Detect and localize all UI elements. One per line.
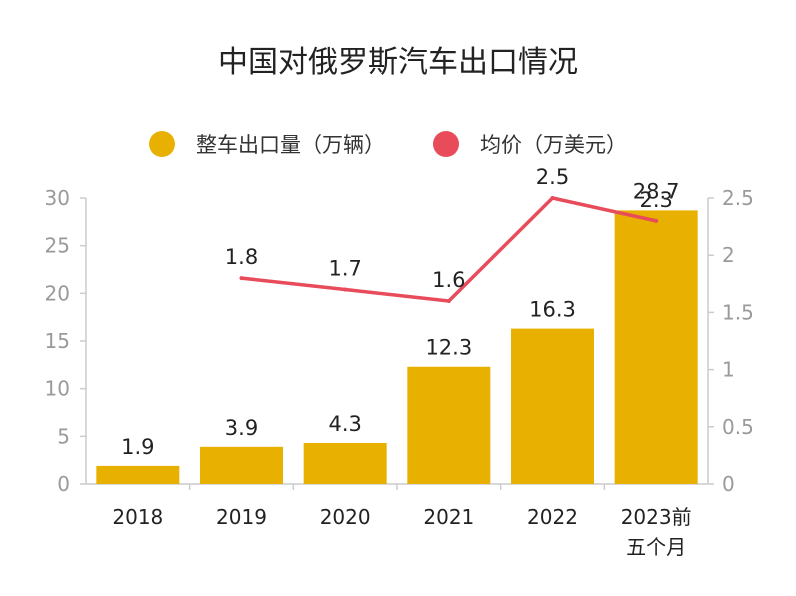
legend-bar-label: 整车出口量（万辆） bbox=[196, 133, 385, 157]
x-tick-label: 2019 bbox=[216, 505, 267, 529]
price-line-segment bbox=[447, 196, 555, 303]
bar bbox=[303, 443, 387, 484]
x-tick-label: 2022 bbox=[527, 505, 578, 529]
legend-line-label: 均价（万美元） bbox=[480, 133, 627, 157]
price-point bbox=[446, 298, 451, 303]
left-tick-label: 15 bbox=[45, 329, 70, 353]
legend-line-marker bbox=[433, 131, 459, 157]
bar-value-label: 12.3 bbox=[425, 336, 472, 360]
right-tick-label: 1.5 bbox=[722, 300, 754, 324]
legend: 整车出口量（万辆） 均价（万美元） bbox=[149, 131, 627, 157]
chart-title: 中国对俄罗斯汽车出口情况 bbox=[218, 45, 578, 80]
price-value-label: 2.5 bbox=[536, 165, 569, 189]
right-tick-label: 2 bbox=[722, 243, 735, 267]
bar-labels: 1.9 3.9 4.3 12.3 16.3 28.7 bbox=[121, 179, 679, 458]
bar-value-label: 16.3 bbox=[529, 298, 576, 322]
bar bbox=[614, 210, 698, 485]
right-tick-label: 2.5 bbox=[722, 186, 754, 210]
bars bbox=[96, 210, 698, 485]
axes: 0 5 10 15 20 25 30 0 0.5 1 1.5 2 2.5 bbox=[45, 186, 754, 496]
x-tick-label: 2020 bbox=[320, 505, 371, 529]
price-line-segment bbox=[239, 276, 347, 292]
x-axis-ticks: 2018 2019 2020 2021 2022 2023前五个月 bbox=[112, 505, 691, 559]
price-line-layer bbox=[239, 196, 659, 303]
price-value-label: 1.6 bbox=[432, 268, 465, 292]
line-labels: 1.8 1.7 1.6 2.5 2.3 bbox=[225, 165, 673, 292]
bar-value-label: 4.3 bbox=[328, 412, 361, 436]
price-line-segment bbox=[343, 287, 451, 303]
left-tick-label: 0 bbox=[57, 472, 70, 496]
x-tick-label: 2023前五个月 bbox=[621, 505, 692, 559]
bar-value-label: 28.7 bbox=[633, 179, 680, 203]
bar bbox=[511, 328, 594, 484]
price-point bbox=[550, 196, 555, 200]
price-line-segment bbox=[550, 196, 658, 223]
left-tick-label: 10 bbox=[45, 377, 70, 401]
right-tick-label: 0.5 bbox=[722, 415, 754, 439]
x-tick-label: 2018 bbox=[112, 505, 163, 529]
bar bbox=[407, 366, 491, 484]
price-value-label: 2.3 bbox=[639, 188, 672, 212]
left-tick-label: 25 bbox=[45, 234, 70, 258]
price-point bbox=[343, 287, 348, 292]
x-tick-label: 2021 bbox=[423, 505, 474, 529]
right-tick-label: 1 bbox=[722, 358, 735, 382]
bar-value-label: 3.9 bbox=[225, 416, 258, 440]
left-tick-label: 20 bbox=[45, 281, 70, 305]
price-point bbox=[654, 218, 659, 223]
price-value-label: 1.7 bbox=[328, 257, 361, 281]
price-point bbox=[239, 276, 244, 281]
bar-value-label: 1.9 bbox=[121, 435, 154, 459]
bar bbox=[200, 446, 283, 484]
left-tick-label: 30 bbox=[45, 186, 70, 210]
right-tick-label: 0 bbox=[722, 472, 735, 496]
price-value-label: 1.8 bbox=[225, 245, 258, 269]
legend-bar-marker bbox=[149, 131, 175, 157]
left-tick-label: 5 bbox=[57, 424, 70, 448]
bar bbox=[96, 465, 180, 484]
